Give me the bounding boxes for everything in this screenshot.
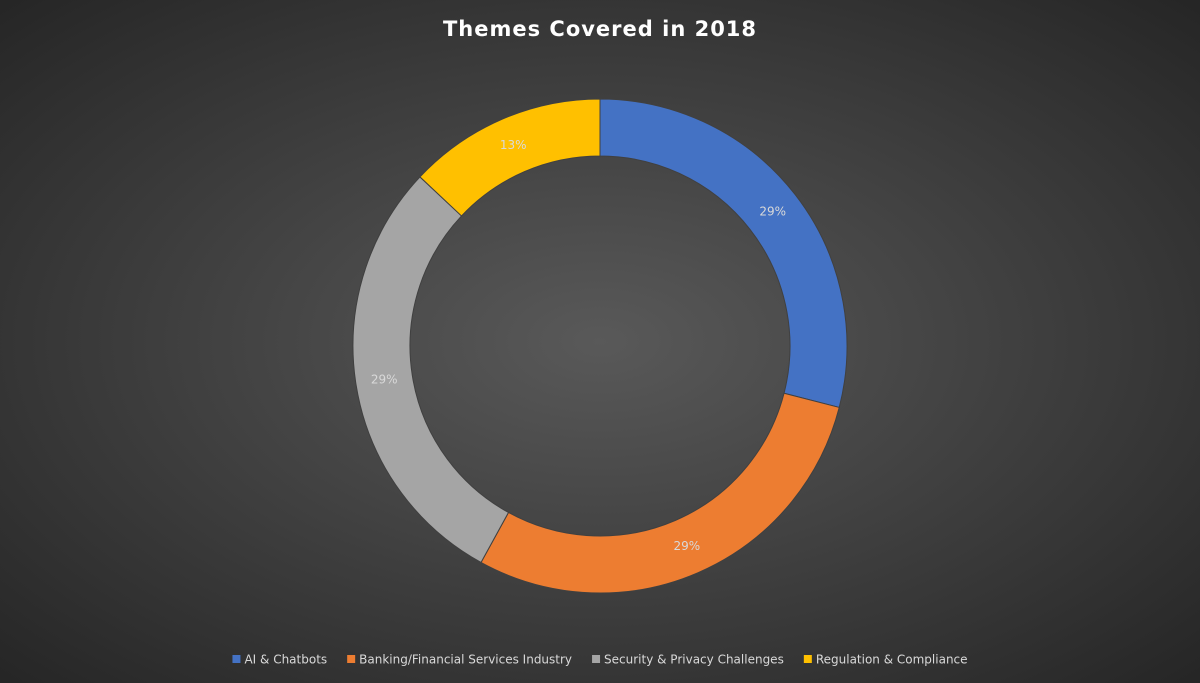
chart-title: Themes Covered in 2018 xyxy=(443,17,757,41)
legend-item: Security & Privacy Challenges xyxy=(592,653,784,667)
data-label: 29% xyxy=(673,539,700,553)
legend-item: Regulation & Compliance xyxy=(803,653,968,667)
legend-swatch xyxy=(592,655,601,663)
legend-swatch xyxy=(803,655,812,663)
donut-slice xyxy=(419,98,601,217)
legend-label: Banking/Financial Services Industry xyxy=(359,653,572,667)
legend-swatch xyxy=(232,655,241,663)
legend: AI & Chatbots Banking/Financial Services … xyxy=(232,653,968,667)
data-label: 29% xyxy=(371,373,398,387)
legend-swatch xyxy=(347,655,356,663)
data-labels: 29% 29% 29% 13% xyxy=(371,138,786,553)
data-label: 29% xyxy=(759,205,786,219)
legend-label: AI & Chatbots xyxy=(244,653,327,667)
legend-label: Security & Privacy Challenges xyxy=(604,653,784,667)
legend-item: AI & Chatbots xyxy=(232,653,327,667)
donut xyxy=(352,98,848,594)
legend-item: Banking/Financial Services Industry xyxy=(347,653,572,667)
data-label: 13% xyxy=(500,138,527,152)
legend-label: Regulation & Compliance xyxy=(816,653,968,667)
